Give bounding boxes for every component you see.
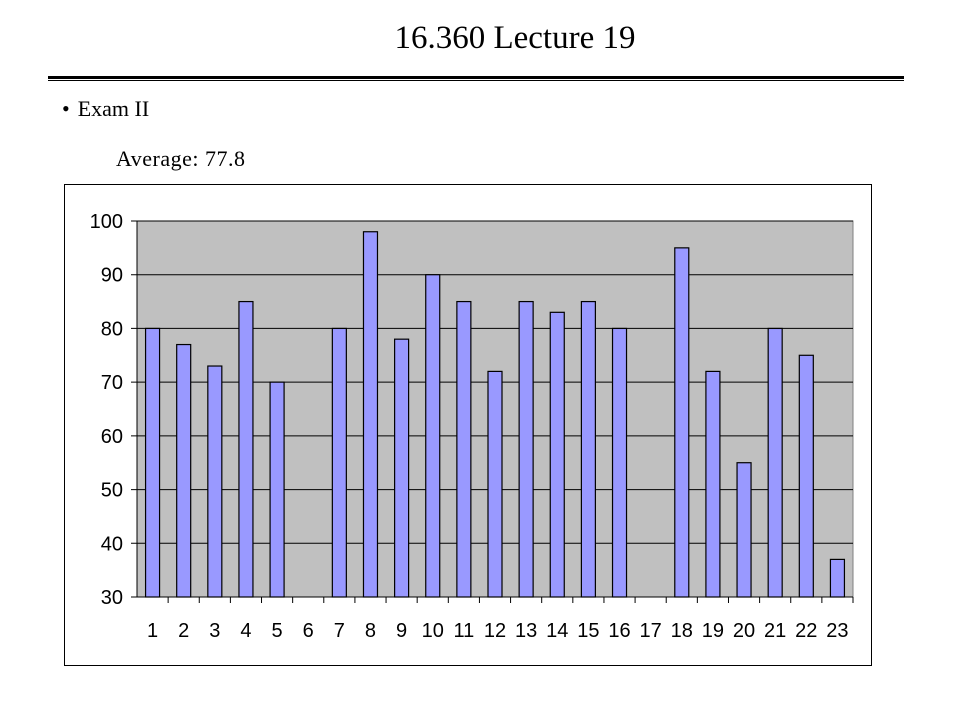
x-tick-label: 9 xyxy=(396,620,407,642)
bar-22 xyxy=(798,354,814,598)
x-tick-label: 5 xyxy=(272,620,283,642)
bar-3 xyxy=(207,365,223,598)
x-tick-label: 7 xyxy=(334,620,345,642)
x-tick-label: 16 xyxy=(608,620,630,642)
bullet-text: Exam II xyxy=(77,96,150,121)
bar-7 xyxy=(331,327,347,598)
x-tick-label: 17 xyxy=(640,620,662,642)
bar-21 xyxy=(767,327,783,598)
average-text: Average: 77.8 xyxy=(116,146,246,171)
bar-2 xyxy=(176,343,192,598)
x-tick-label: 10 xyxy=(422,620,444,642)
x-tick-label: 3 xyxy=(209,620,220,642)
x-tick-label: 23 xyxy=(826,620,848,642)
chart-frame: 30 40 50 60 70 80 90 100 1 2 3 4 5 6 7 8 9 10 11 12 13 14 15 16… xyxy=(64,184,872,666)
y-tick-label: 50 xyxy=(101,480,123,502)
bar-8 xyxy=(362,231,379,598)
x-tick-label: 2 xyxy=(178,620,189,642)
title-divider-thin xyxy=(48,80,904,81)
bar-16 xyxy=(611,327,628,598)
bar-11 xyxy=(456,300,472,598)
x-tick-label: 19 xyxy=(702,620,724,642)
bar-9 xyxy=(394,338,410,598)
x-tick-label: 6 xyxy=(303,620,314,642)
y-tick-label: 60 xyxy=(101,426,123,448)
bar-20 xyxy=(736,462,752,598)
x-tick-label: 14 xyxy=(546,620,568,642)
y-tick-label: 80 xyxy=(101,318,123,340)
x-tick-label: 21 xyxy=(764,620,786,642)
slide-title: 16.360 Lecture 19 xyxy=(394,20,636,56)
bar-13 xyxy=(518,300,534,598)
x-tick-label: 1 xyxy=(147,620,158,642)
bar-18 xyxy=(674,247,690,598)
x-tick-label: 8 xyxy=(365,620,376,642)
x-tick-label: 20 xyxy=(733,620,755,642)
bar-4 xyxy=(238,300,254,598)
x-tick-label: 18 xyxy=(671,620,693,642)
bullet-icon: • xyxy=(62,96,70,121)
y-tick-label: 90 xyxy=(101,265,123,287)
x-tick-label: 11 xyxy=(453,620,474,642)
bar-5 xyxy=(269,381,285,598)
bar-23 xyxy=(829,558,846,598)
bar-10 xyxy=(425,274,441,598)
bar-12 xyxy=(487,370,503,598)
bar-14 xyxy=(549,311,565,598)
y-tick-label: 100 xyxy=(90,211,123,233)
bar-19 xyxy=(705,370,721,598)
x-tick-label: 22 xyxy=(795,620,817,642)
bar-15 xyxy=(580,300,596,598)
x-tick-label: 13 xyxy=(515,620,537,642)
x-tick-label: 12 xyxy=(484,620,506,642)
title-divider xyxy=(48,76,904,79)
y-tick-label: 40 xyxy=(101,533,123,555)
bullet-item: • Exam II xyxy=(62,96,149,122)
y-tick-label: 70 xyxy=(101,372,123,394)
bar-1 xyxy=(144,327,161,598)
y-tick-label: 30 xyxy=(101,587,123,609)
x-tick-label: 4 xyxy=(240,620,251,642)
x-tick-label: 15 xyxy=(577,620,599,642)
